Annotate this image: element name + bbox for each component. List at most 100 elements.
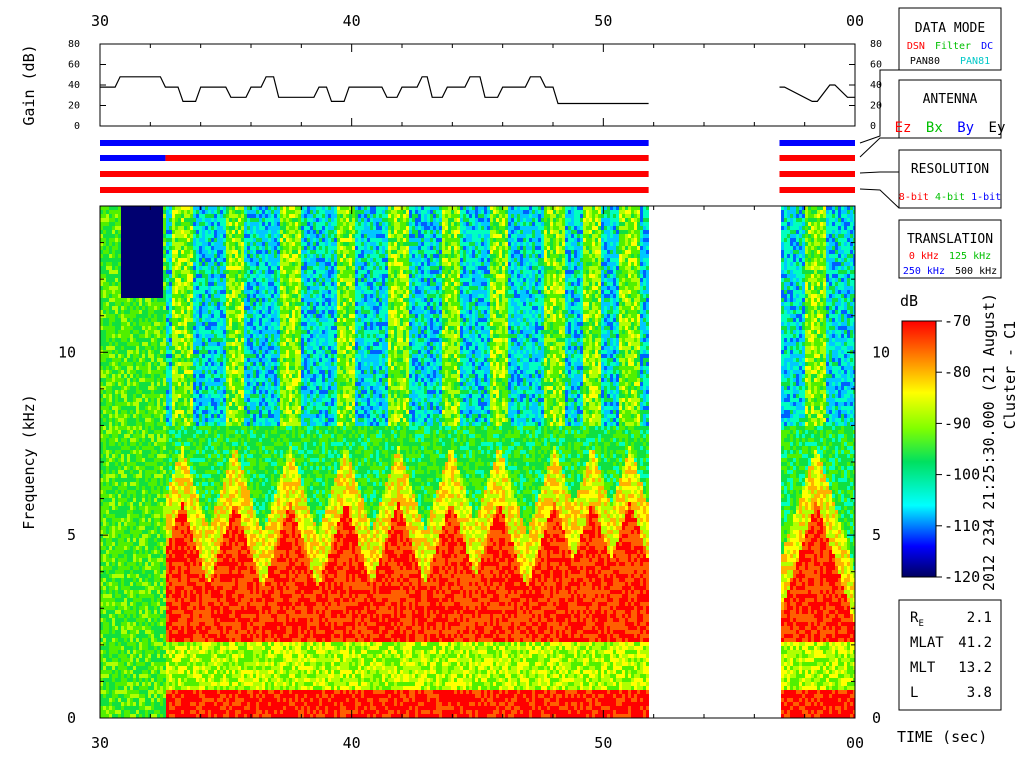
spectrogram-cell [121, 354, 124, 358]
spectrogram-cell [202, 666, 205, 670]
spectrogram-cell [157, 498, 160, 502]
spectrogram-cell [112, 418, 115, 422]
spectrogram-cell [136, 446, 139, 450]
spectrogram-cell [124, 450, 127, 454]
spectrogram-cell [124, 414, 127, 418]
spectrogram-cell [148, 418, 151, 422]
spectrogram-cell [166, 382, 169, 386]
spectrogram-cell [142, 550, 145, 554]
spectrogram-cell [154, 330, 157, 334]
spectrogram-cell [184, 330, 187, 334]
spectrogram-cell [169, 642, 172, 646]
spectrogram-cell [178, 650, 181, 654]
spectrogram-cell [136, 454, 139, 458]
spectrogram-cell [211, 574, 214, 578]
spectrogram-cell [112, 430, 115, 434]
spectrogram-cell [169, 654, 172, 658]
spectrogram-cell [181, 442, 184, 446]
spectrogram-cell [142, 474, 145, 478]
spectrogram-cell [106, 686, 109, 690]
spectrogram-cell [196, 414, 199, 418]
spectrogram-cell [154, 410, 157, 414]
spectrogram-cell [130, 386, 133, 390]
spectrogram-cell [151, 710, 154, 714]
spectrogram-cell [190, 550, 193, 554]
spectrogram-cell [187, 430, 190, 434]
spectrogram-cell [118, 466, 121, 470]
spectrogram-cell [175, 574, 178, 578]
spectrogram-cell [133, 330, 136, 334]
spectrogram-cell [109, 358, 112, 362]
spectrogram-cell [139, 386, 142, 390]
spectrogram-cell [151, 530, 154, 534]
spectrogram-cell [103, 402, 106, 406]
spectrogram-cell [136, 350, 139, 354]
spectrogram-cell [133, 438, 136, 442]
spectrogram-cell [151, 422, 154, 426]
spectrogram-cell [154, 478, 157, 482]
spectrogram-cell [145, 350, 148, 354]
spectrogram-cell [118, 678, 121, 682]
spectrogram-cell [199, 590, 202, 594]
spectrogram-cell [169, 602, 172, 606]
spectrogram-cell [103, 506, 106, 510]
spectrogram-cell [142, 354, 145, 358]
spectrogram-cell [154, 646, 157, 650]
spectrogram-cell [175, 306, 178, 310]
spectrogram-cell [205, 230, 208, 234]
spectrogram-cell [172, 438, 175, 442]
spectrogram-cell [109, 234, 112, 238]
spectrogram-cell [106, 602, 109, 606]
spectrogram-cell [109, 306, 112, 310]
spectrogram-cell [127, 470, 130, 474]
spectrogram-cell [115, 678, 118, 682]
spectrogram-cell [145, 354, 148, 358]
spectrogram-cell [145, 630, 148, 634]
spectrogram-cell [178, 414, 181, 418]
spectrogram-cell [175, 702, 178, 706]
spectrogram-cell [172, 642, 175, 646]
spectrogram-cell [103, 690, 106, 694]
spectrogram-cell [175, 426, 178, 430]
spectrogram-cell [199, 290, 202, 294]
spectrogram-cell [130, 310, 133, 314]
spectrogram-cell [178, 406, 181, 410]
spectrogram-cell [202, 334, 205, 338]
spectrogram-cell [175, 270, 178, 274]
spectrogram-cell [160, 706, 163, 710]
spectrogram-cell [169, 310, 172, 314]
spectrogram-cell [118, 566, 121, 570]
spectrogram-cell [163, 506, 166, 510]
spectrogram-cell [190, 686, 193, 690]
spectrogram-cell [136, 338, 139, 342]
spectrogram-cell [130, 498, 133, 502]
spectrogram-cell [136, 558, 139, 562]
spectrogram-cell [127, 322, 130, 326]
spectrogram-cell [133, 418, 136, 422]
spectrogram-cell [208, 450, 211, 454]
spectrogram-cell [169, 234, 172, 238]
spectrogram-cell [136, 606, 139, 610]
spectrogram-cell [184, 454, 187, 458]
spectrogram-cell [115, 398, 118, 402]
spectrogram-cell [193, 342, 196, 346]
spectrogram-cell [127, 450, 130, 454]
spectrogram-cell [199, 634, 202, 638]
spectrogram-cell [121, 410, 124, 414]
spectrogram-cell [202, 378, 205, 382]
spectrogram-cell [127, 542, 130, 546]
spectrogram-cell [208, 438, 211, 442]
spectrogram-cell [148, 438, 151, 442]
spectrogram-cell [154, 466, 157, 470]
spectrogram-cell [166, 330, 169, 334]
spectrogram-cell [172, 470, 175, 474]
spectrogram-cell [136, 598, 139, 602]
spectrogram-cell [172, 654, 175, 658]
spectrogram-cell [181, 446, 184, 450]
spectrogram-cell [184, 354, 187, 358]
spectrogram-cell [115, 358, 118, 362]
spectrogram-cell [166, 386, 169, 390]
spectrogram-cell [187, 254, 190, 258]
spectrogram-cell [181, 538, 184, 542]
spectrogram-cell [136, 574, 139, 578]
